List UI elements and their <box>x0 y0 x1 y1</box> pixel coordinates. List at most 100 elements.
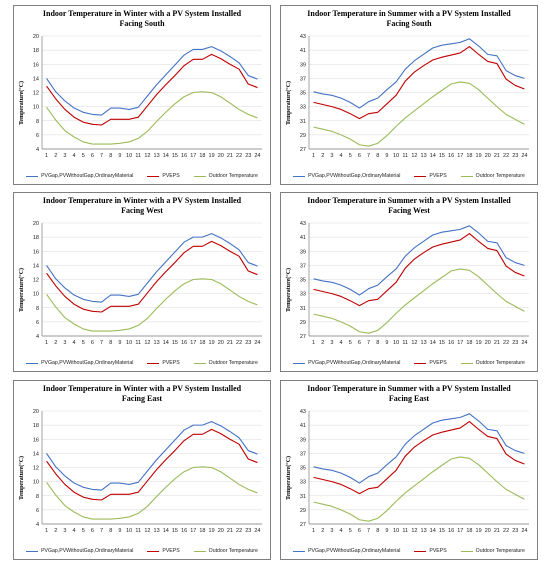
x-tick-label: 18 <box>466 528 472 534</box>
series-red-line <box>46 240 258 313</box>
x-tick-label: 6 <box>91 528 94 534</box>
x-tick-label: 9 <box>385 340 388 346</box>
x-tick-label: 18 <box>199 528 205 534</box>
x-tick-label: 9 <box>385 528 388 534</box>
x-tick-label: 16 <box>448 153 454 159</box>
x-tick-label: 22 <box>236 340 242 346</box>
chart-title: Indoor Temperature in Winter with a PV S… <box>14 384 270 404</box>
legend-item-blue: PVGap,PVWithoutGap,OrdinaryMaterial <box>26 173 133 179</box>
x-tick-label: 1 <box>312 340 315 346</box>
y-tick-label: 8 <box>36 494 39 500</box>
x-tick-label: 9 <box>118 153 121 159</box>
legend: PVGap,PVWithoutGap,OrdinaryMaterial PVEP… <box>281 173 537 179</box>
y-tick-label: 12 <box>33 278 39 284</box>
chart-title-line1: Indoor Temperature in Summer with a PV S… <box>307 9 511 18</box>
x-tick-label: 22 <box>503 153 509 159</box>
x-tick-label: 23 <box>245 528 251 534</box>
chart-panel: Indoor Temperature in Winter with a PV S… <box>13 5 271 185</box>
y-tick-label: 41 <box>300 235 306 241</box>
chart-title-line1: Indoor Temperature in Summer with a PV S… <box>307 384 511 393</box>
y-tick-label: 31 <box>300 494 306 500</box>
x-tick-label: 21 <box>227 340 233 346</box>
x-tick-label: 3 <box>330 153 333 159</box>
legend-label: Outdoor Temperature <box>208 360 258 366</box>
y-tick-label: 31 <box>300 119 306 125</box>
series-green-line <box>313 456 525 522</box>
y-tick-label: 4 <box>36 147 39 153</box>
legend-item-green: Outdoor Temperature <box>460 360 525 366</box>
x-tick-label: 7 <box>367 153 370 159</box>
legend-item-blue: PVGap,PVWithoutGap,OrdinaryMaterial <box>293 173 400 179</box>
y-tick-label: 41 <box>300 423 306 429</box>
series-red-line <box>313 421 525 495</box>
x-tick-label: 11 <box>402 528 408 534</box>
x-tick-label: 24 <box>254 340 260 346</box>
y-tick-label: 4 <box>36 334 39 340</box>
x-tick-label: 1 <box>312 153 315 159</box>
x-tick-label: 24 <box>521 528 527 534</box>
legend-label: PVEPS <box>162 548 180 554</box>
x-tick-label: 14 <box>163 528 169 534</box>
x-tick-label: 12 <box>144 528 150 534</box>
x-tick-label: 14 <box>430 153 436 159</box>
series-red-line <box>46 428 258 501</box>
y-tick-label: 37 <box>300 76 306 82</box>
x-tick-label: 8 <box>109 528 112 534</box>
y-tick-label: 33 <box>300 292 306 298</box>
x-tick-label: 7 <box>367 340 370 346</box>
chart-title-line1: Indoor Temperature in Summer with a PV S… <box>307 196 511 205</box>
x-tick-label: 8 <box>109 340 112 346</box>
x-tick-label: 5 <box>349 340 352 346</box>
x-tick-label: 3 <box>330 528 333 534</box>
legend-item-blue: PVGap,PVWithoutGap,OrdinaryMaterial <box>26 548 133 554</box>
chart-title-line1: Indoor Temperature in Winter with a PV S… <box>42 9 242 18</box>
x-tick-label: 23 <box>512 528 518 534</box>
x-tick-label: 13 <box>421 528 427 534</box>
legend-swatch-blue <box>26 550 39 552</box>
y-tick-label: 6 <box>36 320 39 326</box>
legend-swatch-green <box>460 362 473 364</box>
x-tick-label: 12 <box>144 153 150 159</box>
x-tick-label: 20 <box>218 153 224 159</box>
legend-label: Outdoor Temperature <box>475 548 525 554</box>
y-tick-label: 31 <box>300 306 306 312</box>
x-tick-label: 12 <box>411 153 417 159</box>
x-tick-label: 20 <box>485 528 491 534</box>
chart-title-line1: Indoor Temperature in Winter with a PV S… <box>42 384 242 393</box>
series-green-line <box>313 81 525 147</box>
y-tick-label: 4 <box>36 522 39 528</box>
y-tick-label: 10 <box>33 292 39 298</box>
x-tick-label: 18 <box>199 340 205 346</box>
x-tick-label: 19 <box>209 528 215 534</box>
x-tick-label: 11 <box>402 340 408 346</box>
x-tick-label: 16 <box>181 153 187 159</box>
x-tick-label: 4 <box>340 340 343 346</box>
legend-label: PVEPS <box>162 173 180 179</box>
y-tick-label: 20 <box>33 409 39 415</box>
y-tick-label: 27 <box>300 334 306 340</box>
x-tick-label: 8 <box>109 153 112 159</box>
legend-label: PVGap,PVWithoutGap,OrdinaryMaterial <box>308 173 401 179</box>
x-tick-label: 2 <box>54 528 57 534</box>
y-tick-label: 6 <box>36 508 39 514</box>
x-tick-label: 6 <box>358 340 361 346</box>
legend: PVGap,PVWithoutGap,OrdinaryMaterial PVEP… <box>14 173 270 179</box>
y-tick-label: 35 <box>300 278 306 284</box>
chart-title: Indoor Temperature in Winter with a PV S… <box>14 9 270 29</box>
x-tick-label: 7 <box>100 153 103 159</box>
legend-label: PVEPS <box>429 173 447 179</box>
x-tick-label: 1 <box>45 528 48 534</box>
x-tick-label: 15 <box>172 340 178 346</box>
y-tick-label: 18 <box>33 48 39 54</box>
y-tick-label: 14 <box>33 76 39 82</box>
y-tick-label: 20 <box>33 221 39 227</box>
y-tick-label: 14 <box>33 451 39 457</box>
x-tick-label: 1 <box>45 340 48 346</box>
x-tick-label: 14 <box>163 340 169 346</box>
x-tick-label: 3 <box>63 153 66 159</box>
legend-label: PVGap,PVWithoutGap,OrdinaryMaterial <box>308 548 401 554</box>
y-tick-label: 10 <box>33 105 39 111</box>
series-blue-line <box>313 413 525 484</box>
